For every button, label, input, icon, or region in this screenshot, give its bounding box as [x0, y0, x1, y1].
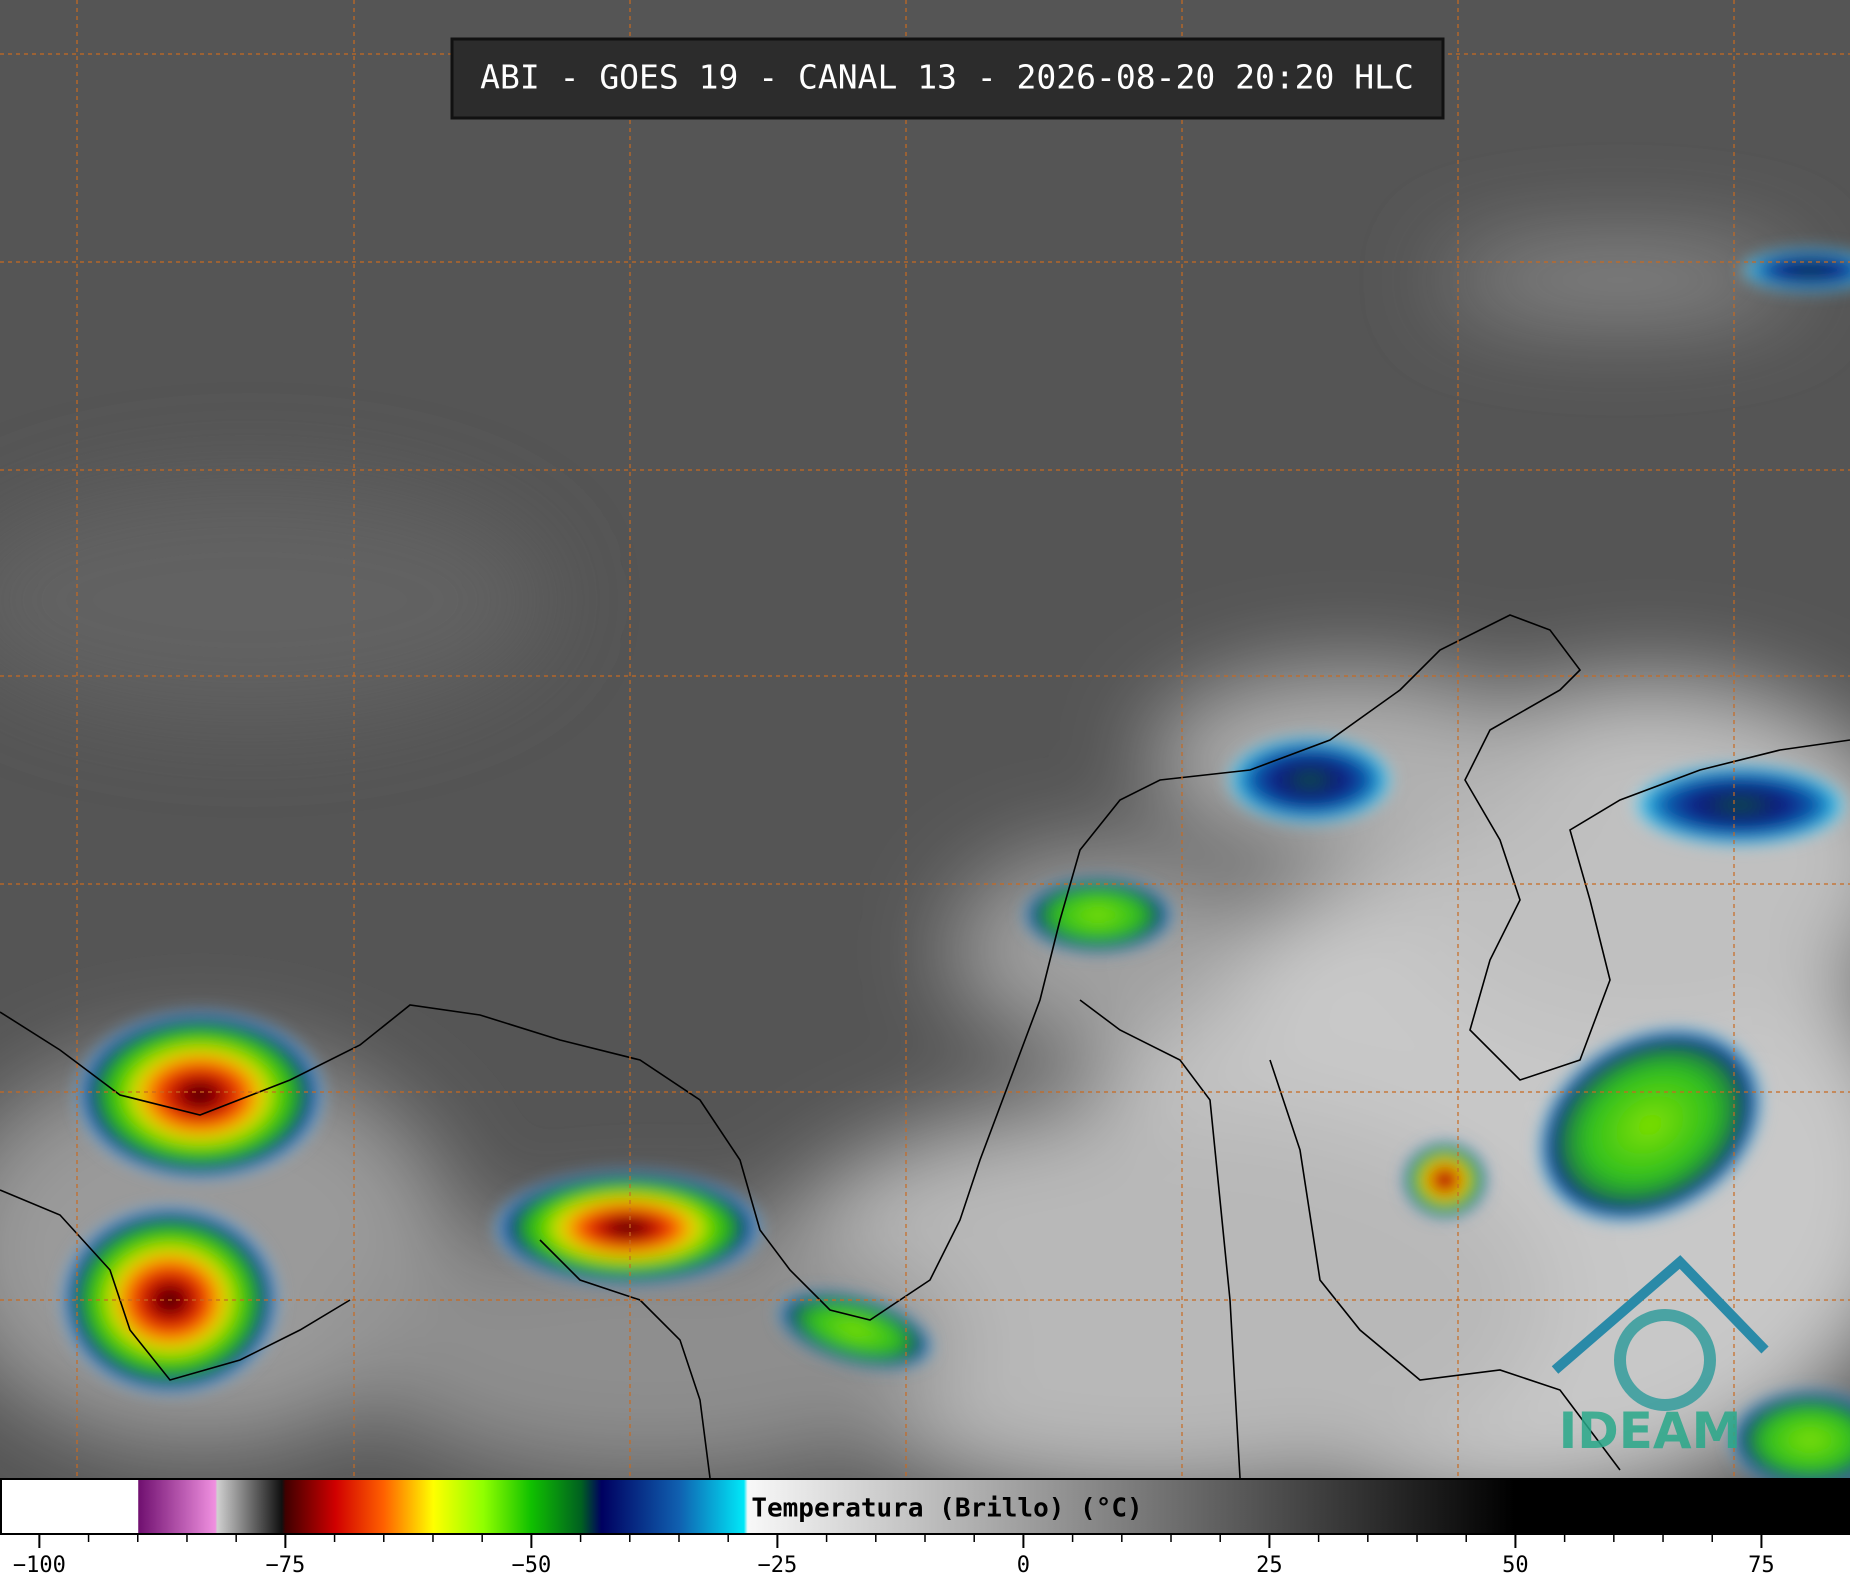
logo-text: IDEAM [1559, 1402, 1742, 1460]
colorbar-tick-label: 0 [1017, 1553, 1030, 1577]
colorbar-tick-label: −75 [265, 1553, 305, 1577]
logo: IDEAM [1551, 1255, 1769, 1460]
colorbar-tick-label: 75 [1748, 1553, 1775, 1577]
storm-cells [60, 248, 1850, 1490]
colorbar [0, 1478, 1850, 1535]
graticule [0, 0, 1850, 1478]
coastlines [0, 614, 1850, 1479]
colorbar-tick-label: 25 [1256, 1553, 1283, 1577]
colorbar-tick-label: −50 [512, 1553, 552, 1577]
title-box [450, 37, 1445, 120]
colorbar-tick-label: −100 [13, 1553, 66, 1577]
colorbar-tick-label: 50 [1502, 1553, 1529, 1577]
colorbar-label: Temperatura (Brillo) (°C) [751, 1494, 1142, 1524]
title: ABI - GOES 19 - CANAL 13 - 2026-08-20 20… [480, 58, 1414, 97]
colorbar-tick-label: −25 [758, 1553, 798, 1577]
